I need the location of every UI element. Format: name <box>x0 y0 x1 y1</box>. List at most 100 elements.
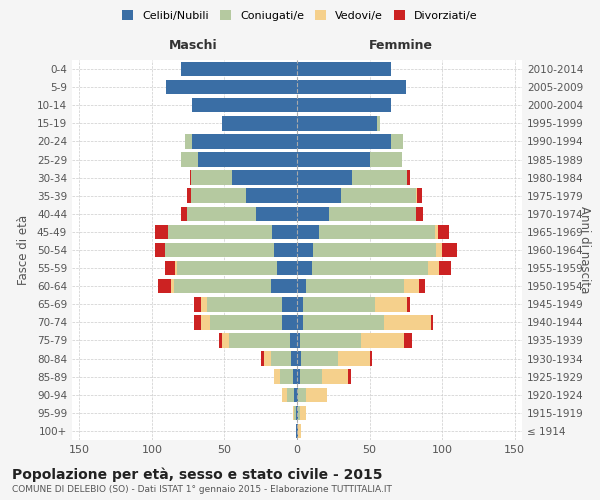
Bar <box>274 243 297 257</box>
Bar <box>283 388 287 402</box>
Bar <box>404 333 412 347</box>
Bar <box>297 388 298 402</box>
Bar <box>319 224 435 239</box>
Bar <box>201 297 207 312</box>
Bar <box>187 206 256 221</box>
Bar <box>297 80 406 94</box>
Bar <box>306 279 404 293</box>
Bar <box>298 406 300 420</box>
Bar <box>256 206 297 221</box>
Bar <box>218 333 221 347</box>
Bar <box>297 406 298 420</box>
Bar <box>297 152 370 167</box>
Bar <box>261 352 263 366</box>
Bar <box>297 333 300 347</box>
Bar <box>155 243 165 257</box>
Bar <box>297 279 306 293</box>
Bar <box>419 279 425 293</box>
Bar <box>176 261 277 276</box>
Bar <box>300 406 306 420</box>
Bar <box>291 352 297 366</box>
Bar <box>194 315 201 330</box>
Bar <box>435 224 438 239</box>
Bar <box>431 315 433 330</box>
Bar <box>442 243 457 257</box>
Bar <box>198 152 297 167</box>
Bar <box>272 224 297 239</box>
Bar <box>185 134 193 148</box>
Bar <box>175 261 176 276</box>
Bar <box>416 206 423 221</box>
Bar <box>194 297 201 312</box>
Bar <box>207 297 283 312</box>
Text: COMUNE DI DELEBIO (SO) - Dati ISTAT 1° gennaio 2015 - Elaborazione TUTTITALIA.IT: COMUNE DI DELEBIO (SO) - Dati ISTAT 1° g… <box>12 485 392 494</box>
Bar <box>352 170 407 185</box>
Text: Femmine: Femmine <box>368 40 433 52</box>
Bar <box>246 188 297 203</box>
Bar <box>190 170 191 185</box>
Bar <box>297 170 352 185</box>
Bar <box>436 243 442 257</box>
Bar <box>283 297 297 312</box>
Bar <box>376 297 407 312</box>
Bar <box>274 370 280 384</box>
Bar <box>297 424 298 438</box>
Bar <box>418 188 422 203</box>
Bar <box>361 333 404 347</box>
Bar <box>341 188 416 203</box>
Bar <box>166 80 297 94</box>
Bar <box>221 333 229 347</box>
Bar <box>297 261 311 276</box>
Bar <box>300 333 361 347</box>
Bar <box>296 406 297 420</box>
Legend: Celibi/Nubili, Coniugati/e, Vedovi/e, Divorziati/e: Celibi/Nubili, Coniugati/e, Vedovi/e, Di… <box>118 6 482 25</box>
Bar <box>271 279 297 293</box>
Bar <box>290 333 297 347</box>
Bar <box>300 370 322 384</box>
Bar <box>298 388 306 402</box>
Bar <box>181 152 198 167</box>
Bar <box>181 62 297 76</box>
Y-axis label: Anni di nascita: Anni di nascita <box>578 206 590 294</box>
Bar <box>329 206 416 221</box>
Bar <box>280 370 293 384</box>
Bar <box>377 116 380 130</box>
Bar <box>313 243 436 257</box>
Bar <box>301 352 338 366</box>
Bar <box>322 370 348 384</box>
Bar <box>370 152 401 167</box>
Bar <box>303 315 384 330</box>
Bar <box>370 352 373 366</box>
Bar <box>155 224 168 239</box>
Bar <box>193 134 297 148</box>
Bar <box>229 333 290 347</box>
Bar <box>271 352 291 366</box>
Bar <box>404 279 419 293</box>
Bar <box>297 98 391 112</box>
Bar <box>297 370 300 384</box>
Bar <box>297 297 303 312</box>
Text: Popolazione per età, sesso e stato civile - 2015: Popolazione per età, sesso e stato civil… <box>12 468 383 482</box>
Bar <box>287 388 294 402</box>
Bar <box>283 315 297 330</box>
Bar <box>263 352 271 366</box>
Bar <box>296 424 297 438</box>
Bar <box>416 188 418 203</box>
Bar <box>294 388 297 402</box>
Bar <box>293 406 294 420</box>
Bar <box>187 188 191 203</box>
Bar <box>193 98 297 112</box>
Bar <box>391 134 403 148</box>
Y-axis label: Fasce di età: Fasce di età <box>17 215 30 285</box>
Bar <box>303 297 376 312</box>
Bar <box>297 224 319 239</box>
Bar <box>297 62 391 76</box>
Bar <box>158 279 171 293</box>
Bar <box>384 315 431 330</box>
Bar <box>168 224 272 239</box>
Bar <box>338 352 370 366</box>
Bar <box>191 170 232 185</box>
Bar <box>407 170 410 185</box>
Bar <box>210 315 283 330</box>
Bar <box>407 297 410 312</box>
